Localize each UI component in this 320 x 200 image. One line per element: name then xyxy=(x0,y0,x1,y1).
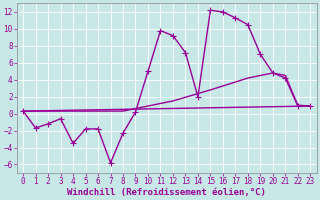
X-axis label: Windchill (Refroidissement éolien,°C): Windchill (Refroidissement éolien,°C) xyxy=(67,188,266,197)
